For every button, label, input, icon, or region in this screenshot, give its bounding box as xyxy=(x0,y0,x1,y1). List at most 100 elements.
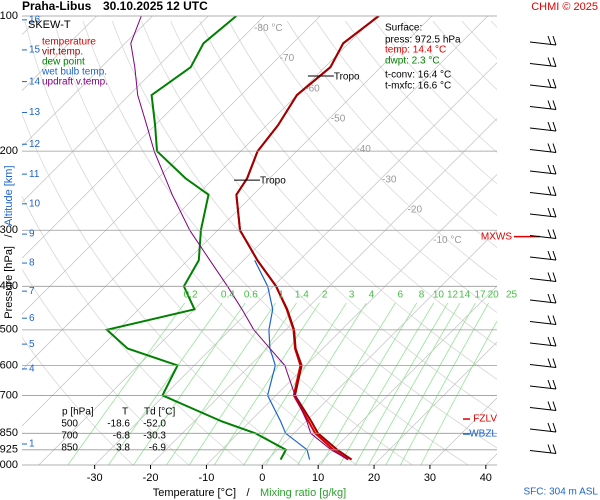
isotherm-label: -20 xyxy=(408,205,423,216)
y-tick-label: 500 xyxy=(0,324,18,336)
wind-barb xyxy=(529,207,557,218)
mixing-ratio-label: 2 xyxy=(322,290,328,301)
isotherm xyxy=(206,173,497,465)
plot-curves xyxy=(104,16,380,461)
surface-temp: temp: 14.4 °C xyxy=(385,45,446,56)
mixing-ratio-label: 1 xyxy=(278,290,284,301)
mixing-ratio-line xyxy=(297,302,396,465)
y-label-group: Pressure [hPa] / Altitude [km] xyxy=(3,165,15,318)
wind-barb xyxy=(529,121,557,132)
mixing-ratio-label: 20 xyxy=(488,290,500,301)
table-header: T xyxy=(122,407,128,418)
profile-line xyxy=(235,16,380,461)
dry-adiabat xyxy=(461,20,497,60)
altitude-tick-label: 16 xyxy=(29,15,41,26)
altitude-tick-label: 12 xyxy=(29,139,41,150)
dry-adiabat xyxy=(111,20,497,449)
legend-entry: wet bulb temp. xyxy=(41,67,107,78)
table-cell: 700 xyxy=(61,431,78,442)
wind-barb xyxy=(529,100,557,110)
mixing-ratio-label: 25 xyxy=(506,290,518,301)
wind-barb xyxy=(529,57,557,67)
isotherm xyxy=(22,16,209,203)
dry-adiabat xyxy=(22,112,301,465)
table-cell: 500 xyxy=(61,419,78,430)
wind-barb xyxy=(529,272,557,282)
x-label: Temperature [°C] xyxy=(153,487,236,499)
isotherm xyxy=(38,16,489,465)
dry-adiabat xyxy=(257,20,497,281)
y-tick-label: 700 xyxy=(0,389,18,401)
y-tick-label: 850 xyxy=(0,427,18,439)
wind-barb xyxy=(529,315,557,325)
isotherm xyxy=(94,62,497,465)
mixing-ratio-label: 0.4 xyxy=(221,290,235,301)
mixing-ratio-label: 1.4 xyxy=(295,290,309,301)
legend-entry: temperature xyxy=(42,37,96,48)
wind-barb xyxy=(529,143,557,153)
legend-title: SKEW-T xyxy=(28,19,71,31)
altitude-tick-label: 6 xyxy=(29,313,35,324)
x-tick-label: 30 xyxy=(424,472,436,484)
isotherm-label: -40 xyxy=(356,144,371,155)
altitude-tick-label: 4 xyxy=(29,364,35,375)
table-cell: 850 xyxy=(61,443,78,454)
legend-entry: dew point xyxy=(42,57,85,68)
wind-barb xyxy=(529,35,557,46)
wind-barb xyxy=(529,401,557,411)
y-tick-label: 1000 xyxy=(0,459,18,471)
altitude-tick-label: 9 xyxy=(29,229,35,240)
dry-adiabat xyxy=(549,21,600,465)
dry-adiabat xyxy=(141,20,497,414)
dry-adiabat xyxy=(53,20,413,465)
overlay: 0.2 0.4 0.6 1 1.4 2 3 4 6 8 10 12 14 17 20 25-80 °C-70-… xyxy=(0,10,557,484)
mixing-ratio-label: 3 xyxy=(349,290,355,301)
x-tick-label: 10 xyxy=(312,472,324,484)
mixing-ratio-line xyxy=(339,302,434,465)
y-tick-label: 300 xyxy=(0,224,18,236)
isotherm-label: -10 °C xyxy=(433,235,461,246)
x-label-separator: / xyxy=(246,487,250,499)
dry-adiabat xyxy=(490,20,497,28)
dry-adiabat xyxy=(579,21,600,465)
table-cell: -6.8 xyxy=(113,431,131,442)
surface-tmxfc: t-mxfc: 16.6 °C xyxy=(385,81,451,92)
table-cell: -52.0 xyxy=(143,419,166,430)
level-label: MXWS xyxy=(481,231,512,242)
altitude-tick-label: 13 xyxy=(29,107,41,118)
x-tick-label: 0 xyxy=(259,472,265,484)
surface-tconv: t-conv: 16.4 °C xyxy=(385,70,451,81)
copyright: CHMI © 2025 xyxy=(531,1,598,13)
profile-line xyxy=(104,16,288,461)
y-tick-label: 600 xyxy=(0,359,18,371)
wind-barb xyxy=(529,444,557,454)
tropopause-label: Tropo xyxy=(260,176,286,187)
altitude-tick-label: 5 xyxy=(29,339,35,350)
isotherm-label: -60 xyxy=(305,83,320,94)
altitude-tick-label: 10 xyxy=(29,198,41,209)
dry-adiabat xyxy=(22,336,134,465)
mixing-ratio-line xyxy=(265,302,367,465)
station: Praha-Libus xyxy=(22,0,92,13)
table-cell: 3.8 xyxy=(116,443,130,454)
mixing-ratio-label: 6 xyxy=(398,290,404,301)
x-tick-label: 20 xyxy=(368,472,380,484)
dry-adiabat xyxy=(345,20,497,185)
surface-press: press: 972.5 hPa xyxy=(385,35,461,46)
isotherm xyxy=(22,16,265,259)
mixing-ratio-label: 14 xyxy=(459,290,471,301)
dry-adiabat xyxy=(286,20,497,249)
y-label-separator: / xyxy=(3,234,15,238)
dry-adiabat xyxy=(520,21,600,465)
mixing-ratio-label: 10 xyxy=(433,290,445,301)
dry-adiabat xyxy=(170,20,497,380)
x-tick-label: -10 xyxy=(198,472,214,484)
altitude-tick-label: 7 xyxy=(29,286,35,297)
altitude-tick-label: 8 xyxy=(29,258,35,269)
y-tick-label: 200 xyxy=(0,145,18,157)
profile-line xyxy=(130,16,349,461)
wind-barb xyxy=(529,293,557,304)
y-tick-label: 100 xyxy=(0,10,18,22)
x-tick-label: -20 xyxy=(143,472,159,484)
